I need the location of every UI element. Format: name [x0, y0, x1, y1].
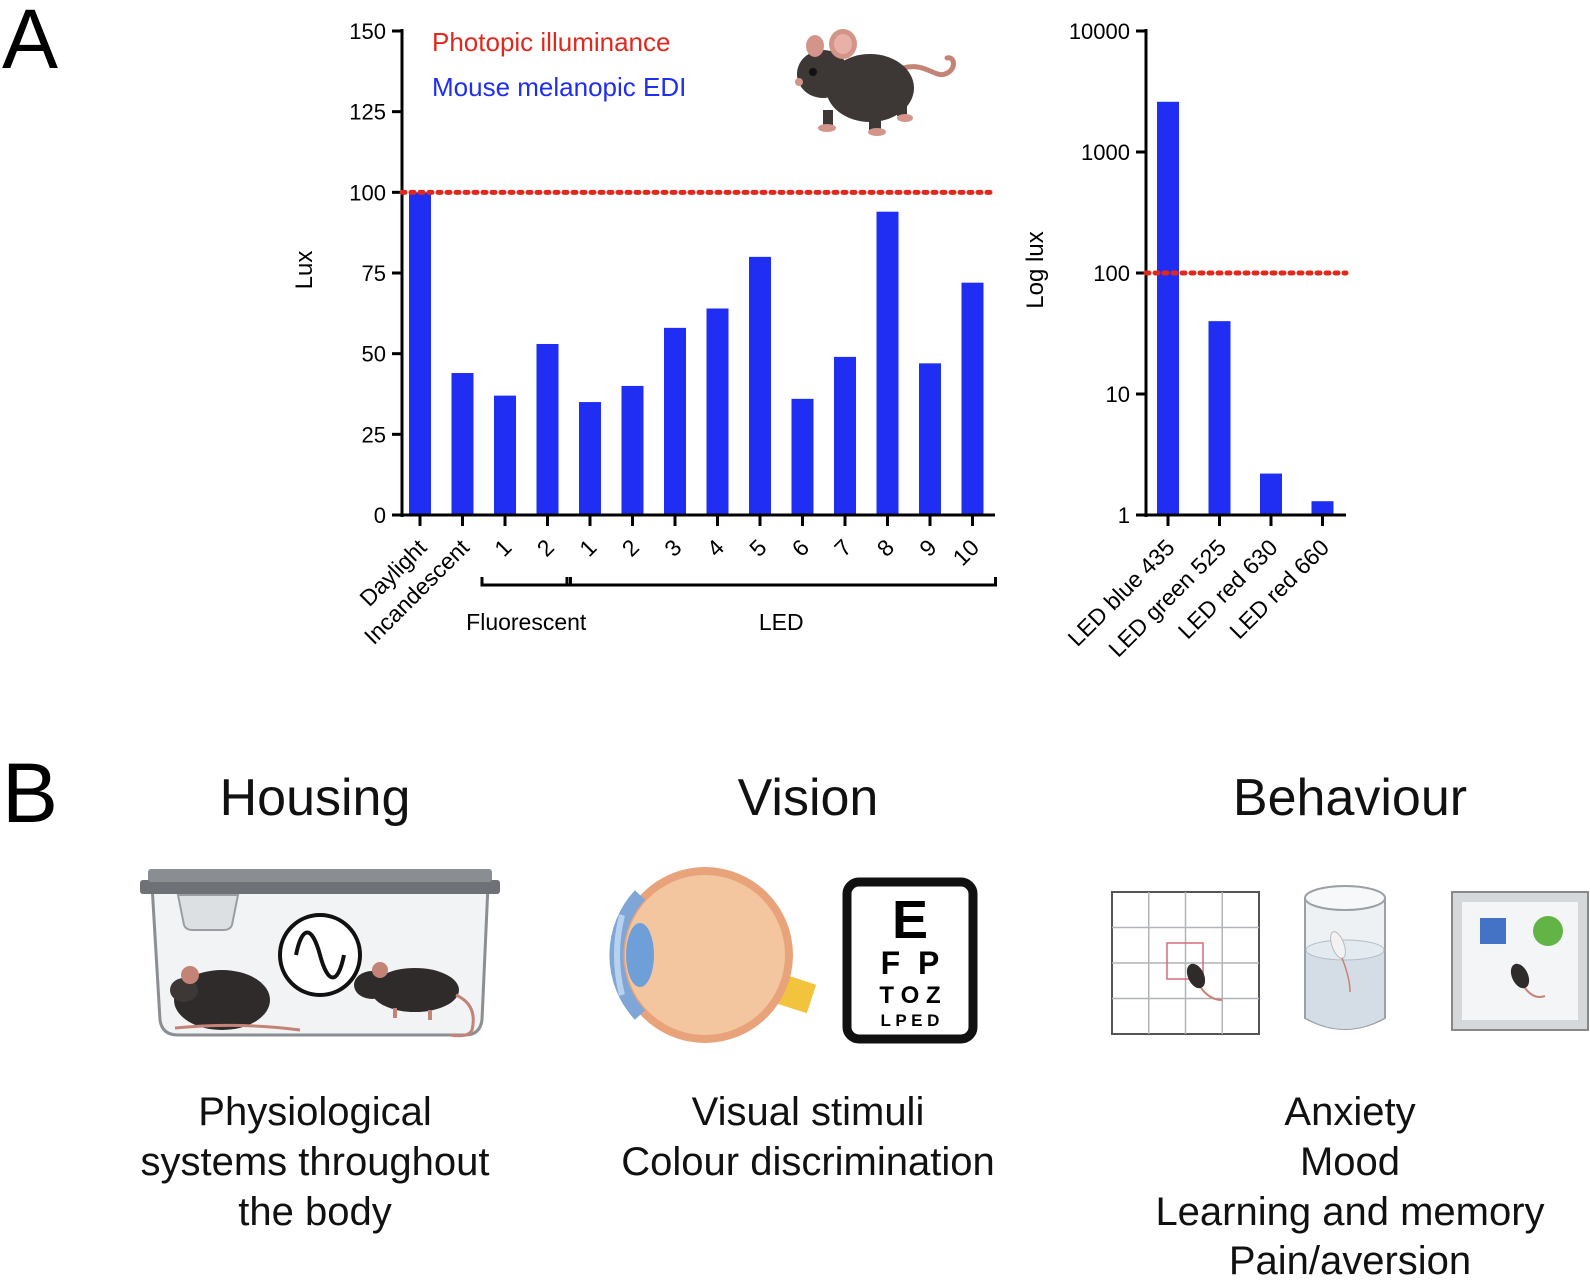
- bar: [621, 385, 644, 515]
- x-tick-label: 2: [532, 534, 559, 561]
- chart-left-bars: [409, 192, 984, 516]
- group-label: LED: [759, 609, 804, 635]
- mouse-icon: [795, 29, 956, 136]
- x-tick-label: 1: [574, 534, 601, 561]
- behaviour-line-1: Anxiety: [1284, 1090, 1415, 1134]
- x-tick-label: 9: [914, 534, 941, 561]
- eye-chart-row-4: L P E D: [881, 1011, 940, 1030]
- behaviour-line-4: Pain/aversion: [1229, 1239, 1471, 1281]
- y-tick-label: 1000: [1081, 140, 1130, 165]
- x-tick-label: 2: [617, 534, 644, 561]
- bar: [1157, 101, 1179, 516]
- x-tick-label: 8: [872, 534, 899, 561]
- x-tick-label: 6: [787, 534, 814, 561]
- bar: [834, 356, 856, 515]
- group-bracket: [565, 577, 997, 587]
- bar: [919, 363, 941, 515]
- eye-chart-row-3: T O Z: [879, 982, 940, 1009]
- bar: [749, 256, 771, 515]
- sleeping-mouse-icon: [170, 966, 301, 1032]
- housing-line-2: systems throughout: [140, 1140, 489, 1184]
- chart-left-groups: Fluorescent LED: [466, 577, 997, 635]
- eye-icon: [609, 867, 817, 1043]
- y-tick-label: 0: [374, 503, 386, 528]
- walking-mouse-icon: [354, 962, 475, 1038]
- chart-left-y-title: Lux: [291, 251, 318, 290]
- y-tick-label: 50: [362, 342, 386, 367]
- section-title-behaviour: Behaviour: [1233, 769, 1467, 827]
- oscillation-icon: [278, 913, 362, 997]
- bar: [494, 395, 516, 515]
- y-tick-label: 10: [1106, 382, 1130, 407]
- bar: [664, 327, 686, 515]
- y-tick-label: 100: [1093, 261, 1130, 286]
- novel-object-arena-icon: [1451, 891, 1589, 1031]
- bar: [579, 402, 601, 515]
- behaviour-line-2: Mood: [1300, 1140, 1400, 1184]
- legend-photopic: Photopic illuminance: [432, 27, 670, 57]
- behaviour-line-3: Learning and memory: [1155, 1190, 1544, 1234]
- bar: [409, 192, 431, 516]
- housing-line-3: the body: [238, 1190, 391, 1234]
- x-tick-label: 3: [659, 534, 686, 561]
- panel-label-a: A: [2, 0, 58, 86]
- group-label: Fluorescent: [466, 609, 587, 635]
- chart-right-y-title: Log lux: [1022, 231, 1049, 308]
- vision-line-1: Visual stimuli: [692, 1090, 925, 1134]
- legend-melanopic: Mouse melanopic EDI: [432, 72, 686, 102]
- open-field-icon: [1111, 891, 1260, 1035]
- cage-icon: [140, 869, 500, 1038]
- chart-left-y-axis: 0 25 50 75 100 125 150: [349, 19, 404, 528]
- x-tick-label: 7: [829, 534, 856, 561]
- y-tick-label: 10000: [1069, 19, 1130, 44]
- y-tick-label: 75: [362, 261, 386, 286]
- bar: [961, 282, 984, 515]
- group-bracket: [480, 577, 572, 587]
- bar: [1311, 501, 1334, 515]
- swim-cylinder-icon: [1304, 885, 1386, 1030]
- x-tick-label: 10: [948, 534, 984, 570]
- bar: [1260, 473, 1282, 515]
- bar: [791, 398, 814, 515]
- y-tick-label: 1: [1118, 503, 1130, 528]
- bar: [536, 343, 559, 515]
- chart-right-y-axis: 1 10 100 1000 10000: [1069, 19, 1148, 528]
- vision-line-2: Colour discrimination: [621, 1140, 994, 1184]
- panel-label-b: B: [2, 746, 58, 840]
- y-tick-label: 125: [349, 100, 386, 125]
- x-tick-label: 1: [489, 534, 516, 561]
- eye-chart-row-1: E: [892, 890, 928, 950]
- x-tick-label: 5: [744, 534, 771, 561]
- y-tick-label: 25: [362, 422, 386, 447]
- chart-right-bars: [1157, 101, 1334, 516]
- x-tick-label: 4: [702, 534, 730, 562]
- bar: [876, 211, 899, 515]
- section-title-housing: Housing: [220, 769, 411, 827]
- housing-line-1: Physiological: [198, 1090, 431, 1134]
- bar: [1208, 321, 1231, 515]
- y-tick-label: 150: [349, 19, 386, 44]
- bar: [451, 373, 474, 515]
- eye-chart-row-2: F P: [881, 945, 940, 981]
- section-title-vision: Vision: [738, 769, 879, 827]
- bar: [706, 308, 729, 515]
- y-tick-label: 100: [349, 180, 386, 205]
- eye-chart-icon: E F P T O Z L P E D: [842, 877, 978, 1044]
